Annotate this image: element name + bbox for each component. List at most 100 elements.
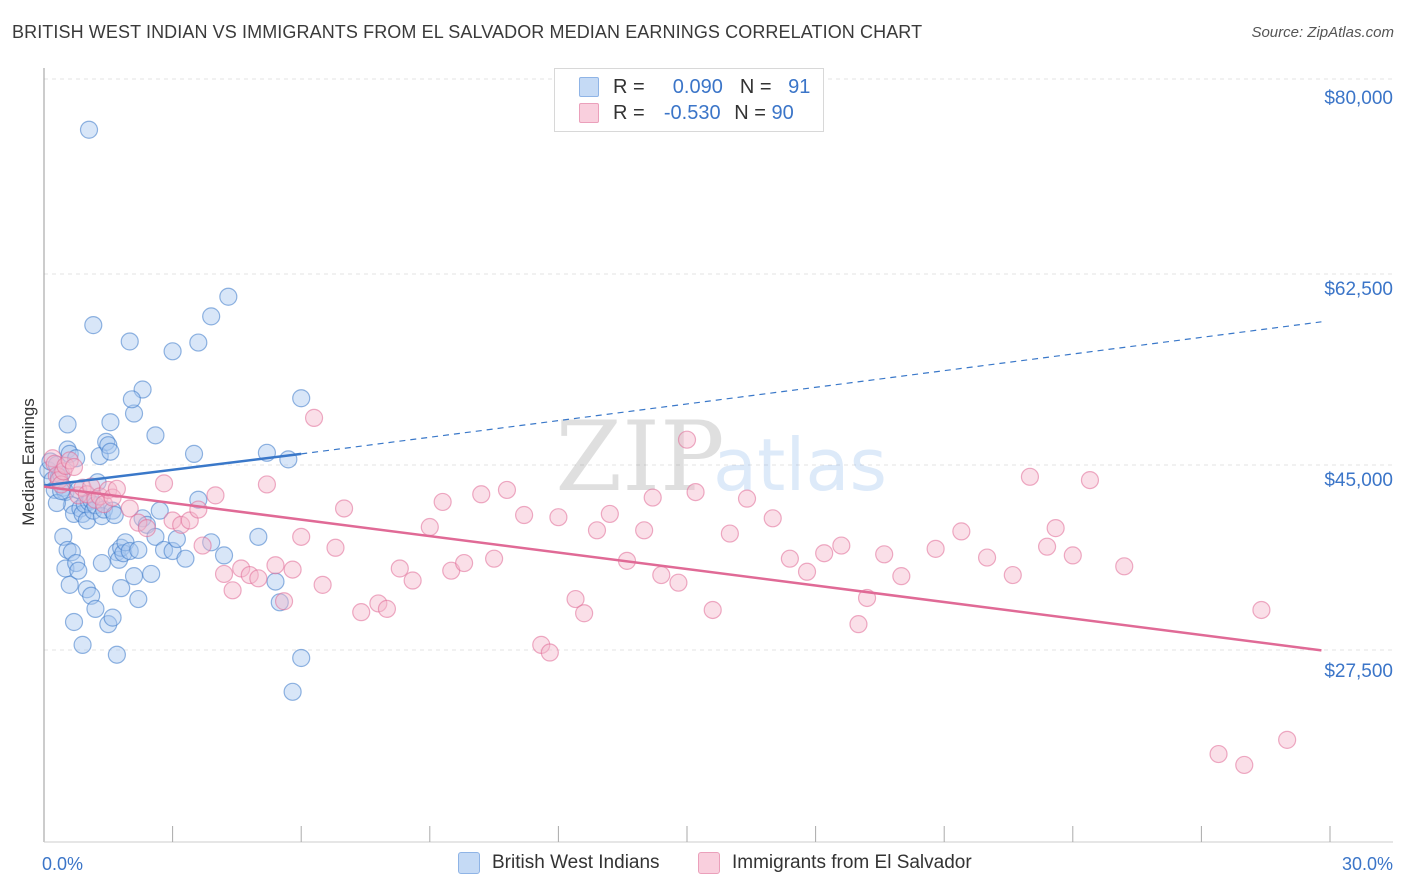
point-el-salvador xyxy=(433,492,452,512)
point-british-west-indian xyxy=(101,442,120,461)
point-el-salvador xyxy=(120,499,139,518)
point-el-salvador xyxy=(780,549,799,568)
point-british-west-indian xyxy=(184,444,204,463)
point-british-west-indian xyxy=(266,572,285,591)
legend-row-blue: R = 0.090 N = 91 xyxy=(579,74,810,100)
point-el-salvador xyxy=(669,573,688,592)
point-el-salvador xyxy=(635,521,654,540)
point-british-west-indian xyxy=(189,490,208,509)
point-el-salvador xyxy=(107,479,126,498)
trend-lines xyxy=(43,321,1322,652)
bottom-legend-label: British West Indians xyxy=(492,852,660,873)
point-british-west-indian xyxy=(129,589,148,609)
point-el-salvador xyxy=(223,581,242,600)
point-el-salvador xyxy=(515,505,534,525)
point-el-salvador xyxy=(1037,537,1057,556)
point-el-salvador xyxy=(137,519,156,538)
stats-legend: R = 0.090 N = 91 R = -0.530 N = 90 xyxy=(554,68,824,132)
point-el-salvador xyxy=(249,569,268,588)
point-british-west-indian xyxy=(69,561,88,580)
source-label: Source: ZipAtlas.com xyxy=(1251,24,1394,41)
point-el-salvador xyxy=(1063,546,1082,565)
point-british-west-indian xyxy=(122,390,141,409)
point-el-salvador xyxy=(763,509,782,528)
point-british-west-indian xyxy=(167,529,186,549)
point-el-salvador xyxy=(1080,470,1100,490)
point-british-west-indian xyxy=(219,287,238,306)
point-el-salvador xyxy=(832,536,851,555)
bottom-legend-item-blue: British West Indians xyxy=(458,852,660,874)
point-el-salvador xyxy=(652,565,671,585)
point-el-salvador xyxy=(189,500,208,519)
point-el-salvador xyxy=(797,562,817,581)
point-british-west-indian xyxy=(249,527,268,546)
point-el-salvador xyxy=(420,517,439,537)
legend-n-value: 90 xyxy=(771,101,794,124)
point-british-west-indian xyxy=(107,645,126,664)
x-ticks xyxy=(172,826,1331,842)
point-british-west-indian xyxy=(120,332,139,351)
point-el-salvador xyxy=(737,489,757,508)
watermark-atlas: atlas xyxy=(713,423,887,507)
point-el-salvador xyxy=(485,549,504,568)
point-british-west-indian xyxy=(189,333,208,352)
y-axis-label: Median Earnings xyxy=(19,398,38,526)
point-british-west-indian xyxy=(292,648,311,668)
point-el-salvador xyxy=(643,488,662,507)
point-british-west-indian xyxy=(47,493,66,513)
legend-r-value: 0.090 xyxy=(672,75,723,98)
point-el-salvador xyxy=(926,539,945,558)
point-british-west-indian xyxy=(62,543,81,562)
axes xyxy=(43,68,1393,843)
point-el-salvador xyxy=(977,548,997,567)
series-british-west-indians xyxy=(39,120,311,701)
point-el-salvador xyxy=(377,599,397,618)
point-el-salvador xyxy=(326,538,345,557)
point-el-salvador xyxy=(64,457,84,477)
x-tick-label-min: 0.0% xyxy=(42,854,83,874)
point-british-west-indian xyxy=(79,120,99,139)
chart-title: BRITISH WEST INDIAN VS IMMIGRANTS FROM E… xyxy=(12,22,923,42)
point-el-salvador xyxy=(274,592,294,611)
point-el-salvador xyxy=(1278,730,1297,749)
point-el-salvador xyxy=(1020,467,1040,486)
point-british-west-indian xyxy=(99,436,118,455)
point-el-salvador xyxy=(720,524,739,543)
point-el-salvador xyxy=(193,536,212,555)
point-british-west-indian xyxy=(77,511,96,530)
point-el-salvador xyxy=(304,408,324,427)
point-british-west-indian xyxy=(283,682,302,701)
point-el-salvador xyxy=(266,556,285,575)
legend-r-label: R = xyxy=(613,101,645,124)
legend-swatch-blue xyxy=(579,77,599,97)
point-british-west-indian xyxy=(73,635,92,654)
point-el-salvador xyxy=(403,571,422,590)
bottom-legend-swatch-blue xyxy=(458,852,480,874)
y-tick-label: $80,000 xyxy=(1324,88,1393,109)
point-el-salvador xyxy=(1235,755,1254,775)
point-british-west-indian xyxy=(86,599,105,618)
point-british-west-indian xyxy=(163,342,182,361)
bottom-legend-swatch-pink xyxy=(698,852,720,874)
legend-n-label: N = xyxy=(734,101,766,124)
point-british-west-indian xyxy=(84,316,103,335)
point-british-west-indian xyxy=(202,307,221,326)
watermark: ZIP atlas xyxy=(555,401,887,513)
legend-n-value: 91 xyxy=(788,75,811,98)
point-british-west-indian xyxy=(105,505,124,525)
point-british-west-indian xyxy=(64,612,84,632)
point-el-salvador xyxy=(703,600,722,620)
legend-swatch-pink xyxy=(579,103,599,123)
trend-line-blue xyxy=(43,452,302,487)
point-el-salvador xyxy=(1046,519,1065,538)
point-el-salvador xyxy=(1252,600,1271,620)
trend-line-pink xyxy=(43,485,1322,652)
point-el-salvador xyxy=(815,544,834,563)
point-british-west-indian xyxy=(97,432,116,451)
point-el-salvador xyxy=(206,486,225,505)
point-el-salvador xyxy=(566,589,585,609)
point-el-salvador xyxy=(214,564,234,584)
legend-n-label: N = xyxy=(739,75,772,98)
point-british-west-indian xyxy=(112,579,131,598)
